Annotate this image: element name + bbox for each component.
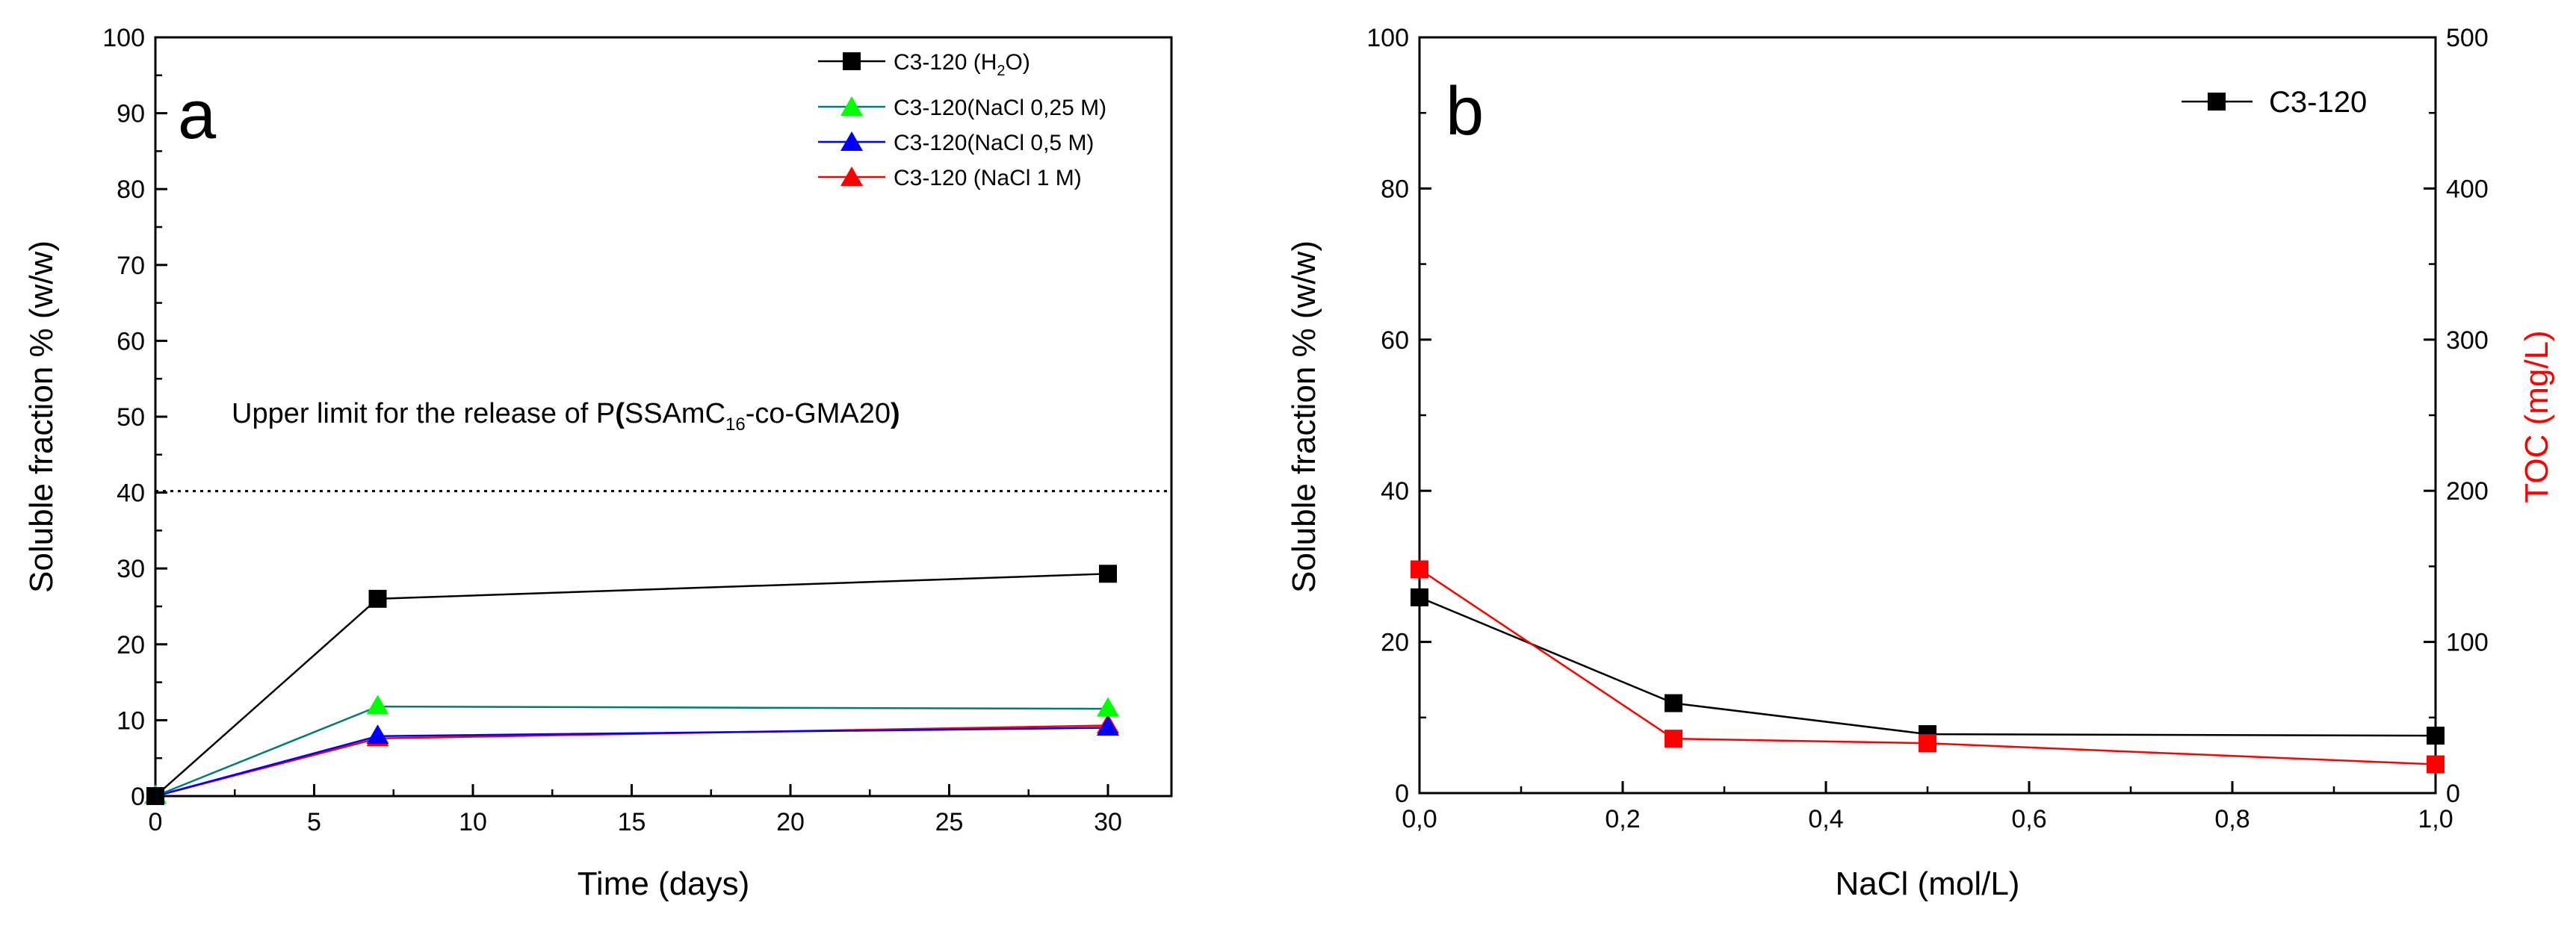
data-point-a-0 bbox=[1099, 565, 1117, 583]
x-axis-label-a: Time (days) bbox=[578, 866, 750, 902]
y-tick-label-a: 80 bbox=[117, 175, 145, 204]
legend-label-h2o: C3-120 (H2O) bbox=[894, 50, 1030, 79]
panel-b: 0 20 40 60 80 100 0 100 200 300 400 500 0,0 0,2 0,4 0,6… bbox=[1286, 24, 2555, 902]
x-tick-label-a: 15 bbox=[618, 808, 646, 836]
series-line-toc bbox=[1419, 568, 2436, 765]
data-point-toc bbox=[1411, 560, 1428, 579]
series-line-a-1 bbox=[155, 705, 1109, 798]
y-right-tick-label-b: 400 bbox=[2446, 175, 2489, 203]
x-tick-label-b: 0,2 bbox=[1605, 805, 1640, 833]
x-tick-label-a: 5 bbox=[307, 808, 321, 836]
y-tick-label-a: 100 bbox=[102, 24, 145, 52]
y-right-tick-label-b: 200 bbox=[2446, 477, 2489, 506]
y-tick-label-a: 10 bbox=[117, 706, 145, 735]
x-axis-label-b: NaCl (mol/L) bbox=[1836, 866, 2020, 902]
data-point-a-2 bbox=[366, 724, 389, 745]
data-point-a-0 bbox=[146, 787, 164, 805]
data-point-a-1 bbox=[366, 695, 389, 715]
x-tick-label-a: 10 bbox=[459, 808, 487, 836]
y-tick-label-b: 0 bbox=[1395, 780, 1409, 808]
x-tick-label-b: 1,0 bbox=[2418, 805, 2453, 833]
legend-marker-c3-120 bbox=[2208, 93, 2226, 111]
data-point-soluble bbox=[1665, 694, 1682, 712]
axis-ticks-b: 0 20 40 60 80 100 0 100 200 300 400 500 0,0 0,2 0,4 0,6… bbox=[1366, 24, 2488, 833]
data-point-a-2 bbox=[1097, 715, 1119, 736]
annotation-main: Upper limit for the release of P bbox=[232, 398, 615, 429]
x-tick-label-a: 25 bbox=[935, 808, 964, 836]
data-point-toc bbox=[1665, 730, 1682, 748]
reference-line-annotation: Upper limit for the release of P(SSAmC16… bbox=[232, 398, 900, 435]
annotation-paren-close: ) bbox=[891, 398, 900, 429]
y-right-tick-label-b: 500 bbox=[2446, 24, 2489, 52]
annotation-subscript: 16 bbox=[725, 414, 746, 435]
y-tick-label-b: 40 bbox=[1381, 477, 1409, 506]
legend-marker-nacl025 bbox=[840, 96, 863, 116]
y-tick-label-a: 20 bbox=[117, 631, 145, 659]
legend-b: C3-120 bbox=[2182, 86, 2367, 119]
data-point-a-0 bbox=[368, 589, 387, 608]
legend-label-nacl025: C3-120(NaCl 0,25 M) bbox=[894, 96, 1106, 120]
legend-label-c3-120: C3-120 bbox=[2269, 86, 2367, 119]
annotation-sub-text: SSAmC bbox=[625, 398, 725, 429]
legend-h2o-end: O) bbox=[1006, 50, 1030, 75]
x-tick-label-a: 0 bbox=[149, 808, 163, 836]
y-axis-label-right-b: TOC (mg/L) bbox=[2518, 330, 2555, 503]
x-tick-label-b: 0,8 bbox=[2214, 805, 2250, 833]
y-tick-label-a: 40 bbox=[117, 479, 145, 508]
series-group-a bbox=[144, 565, 1119, 805]
x-tick-label-a: 30 bbox=[1094, 808, 1122, 836]
panel-a: 0 10 20 30 40 50 60 70 80 90 100 0 5 10 15 20 25 30 a Upp… bbox=[23, 24, 1173, 902]
x-tick-label-b: 0,0 bbox=[1402, 805, 1437, 833]
series-line-soluble bbox=[1419, 596, 2436, 737]
legend-marker-h2o bbox=[843, 52, 861, 70]
legend-marker-nacl05 bbox=[840, 131, 863, 151]
y-right-tick-label-b: 0 bbox=[2446, 780, 2460, 808]
x-tick-label-a: 20 bbox=[776, 808, 805, 836]
annotation-paren-open: ( bbox=[615, 398, 625, 429]
legend-h2o-sub: 2 bbox=[997, 63, 1005, 79]
y-tick-label-b: 80 bbox=[1381, 175, 1409, 203]
axis-ticks-a: 0 10 20 30 40 50 60 70 80 90 100 0 5 10 15 20 25 30 bbox=[102, 24, 1122, 836]
y-right-tick-label-b: 100 bbox=[2446, 629, 2489, 657]
y-right-tick-label-b: 300 bbox=[2446, 326, 2489, 355]
legend-h2o-main: C3-120 (H bbox=[894, 50, 997, 75]
legend-a: C3-120 (H2O) C3-120(NaCl 0,25 M) C3-120(… bbox=[818, 50, 1106, 190]
y-tick-label-a: 50 bbox=[117, 403, 145, 432]
y-tick-label-a: 60 bbox=[117, 327, 145, 355]
y-tick-label-a: 70 bbox=[117, 252, 145, 280]
y-tick-label-a: 30 bbox=[117, 555, 145, 583]
y-axis-label-a: Soluble fraction % (w/w) bbox=[23, 240, 60, 593]
series-group-b bbox=[1411, 560, 2445, 774]
legend-marker-nacl1 bbox=[840, 167, 863, 186]
y-tick-label-b: 20 bbox=[1381, 629, 1409, 657]
annotation-rest: -co-GMA20 bbox=[746, 398, 891, 429]
x-tick-label-b: 0,6 bbox=[2011, 805, 2046, 833]
y-tick-label-a: 90 bbox=[117, 100, 145, 128]
legend-label-nacl05: C3-120(NaCl 0,5 M) bbox=[894, 131, 1094, 155]
legend-label-nacl1: C3-120 (NaCl 1 M) bbox=[894, 166, 1082, 190]
data-point-a-1 bbox=[1097, 697, 1119, 717]
y-tick-label-b: 60 bbox=[1381, 326, 1409, 355]
x-tick-label-b: 0,4 bbox=[1808, 805, 1843, 833]
series-line-a-0 bbox=[155, 573, 1109, 797]
y-axis-label-b: Soluble fraction % (w/w) bbox=[1286, 240, 1322, 593]
y-tick-label-b: 100 bbox=[1366, 24, 1409, 52]
data-point-soluble bbox=[1411, 588, 1428, 606]
panel-letter-a: a bbox=[178, 77, 217, 153]
panel-letter-b: b bbox=[1446, 73, 1484, 149]
y-tick-label-a: 0 bbox=[131, 783, 145, 811]
plot-frame-b bbox=[1418, 36, 2437, 795]
data-point-soluble bbox=[2427, 727, 2445, 745]
data-point-toc bbox=[1919, 734, 1936, 753]
data-point-toc bbox=[2427, 755, 2445, 774]
